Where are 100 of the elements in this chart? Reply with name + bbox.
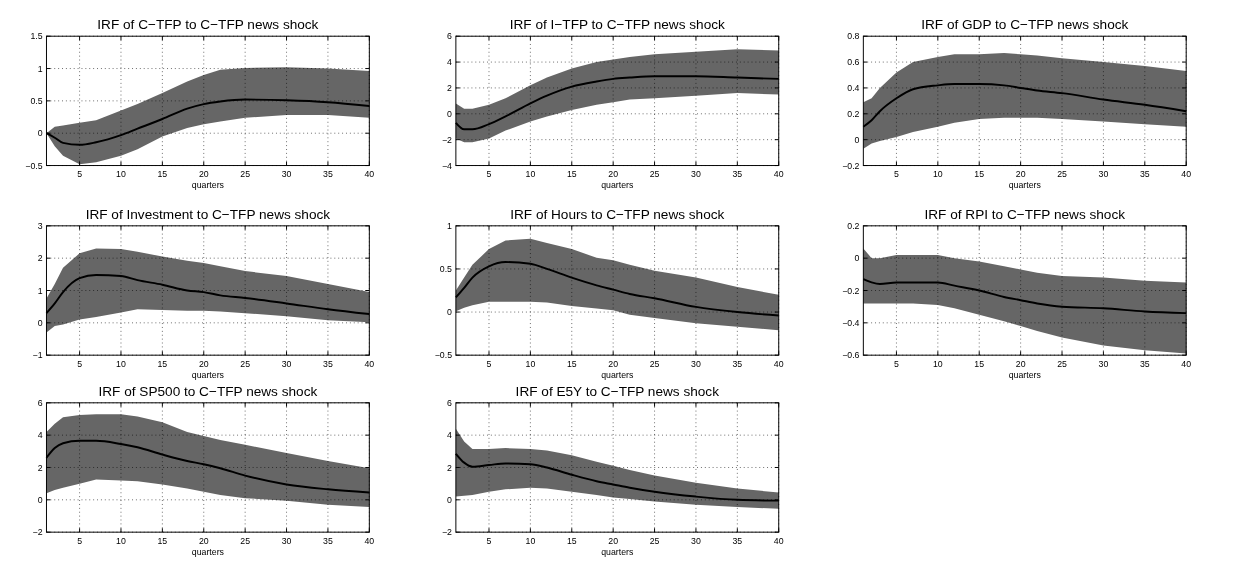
x-tick-label: 15 [157,169,168,180]
x-tick-label: 25 [240,535,251,546]
x-tick-label: 25 [1057,169,1068,180]
x-axis-title: quarters [191,546,225,557]
y-tick-label: 4 [447,57,453,68]
x-tick-label: 5 [894,169,900,180]
x-axis-title: quarters [601,369,634,380]
y-tick-label: 0 [37,128,43,139]
y-tick-label: 1 [447,220,453,231]
x-tick-label: 25 [240,169,251,180]
x-tick-label: 10 [525,535,536,546]
x-tick-label: 40 [364,535,375,546]
x-tick-label: 20 [608,169,619,180]
x-tick-label: 40 [773,169,784,180]
x-tick-label: 40 [773,535,784,546]
x-tick-label: 30 [691,169,701,180]
x-tick-label: 5 [486,358,492,369]
y-tick-label: 0.5 [439,264,453,275]
x-tick-label: 15 [566,169,577,180]
chart-title: IRF of Investment to C−TFP news shock [85,207,331,223]
x-tick-label: 40 [773,358,784,369]
x-tick-label: 25 [649,535,660,546]
x-axis-title: quarters [601,179,634,190]
x-tick-label: 15 [157,535,168,546]
x-tick-label: 15 [974,358,985,369]
x-tick-label: 25 [240,358,251,369]
x-tick-label: 5 [77,169,83,180]
x-tick-label: 20 [1015,358,1026,369]
x-tick-label: 30 [1098,358,1109,369]
y-tick-label: −2 [32,527,43,538]
y-tick-label: 2 [447,462,453,473]
y-tick-label: 0.2 [847,108,860,119]
x-tick-label: 15 [566,358,577,369]
x-tick-label: 30 [281,358,292,369]
x-tick-label: 20 [1015,169,1026,180]
y-tick-label: 0.6 [847,57,860,68]
y-tick-label: 6 [447,397,453,408]
x-tick-label: 25 [1057,358,1068,369]
x-tick-label: 15 [974,169,985,180]
y-tick-label: 2 [37,462,43,473]
y-tick-label: 2 [447,83,453,93]
y-tick-label: 2 [37,253,43,264]
x-axis-title: quarters [191,179,225,190]
chart-title: IRF of RPI to C−TFP news shock [924,207,1126,223]
x-axis-title: quarters [191,369,225,380]
y-tick-label: 0 [854,253,860,264]
x-tick-label: 5 [77,535,83,546]
x-tick-label: 10 [525,169,536,180]
y-tick-label: 0.8 [847,31,860,42]
y-tick-label: −4 [442,160,453,171]
x-tick-label: 5 [486,169,492,180]
x-tick-label: 20 [198,358,209,369]
y-tick-label: −0.5 [25,160,43,171]
x-tick-label: 30 [691,535,701,546]
x-axis-title: quarters [1008,179,1042,190]
y-tick-label: 6 [447,31,453,42]
x-tick-label: 40 [1181,358,1192,369]
x-tick-label: 30 [691,358,701,369]
y-tick-label: −0.5 [434,350,453,361]
x-tick-label: 30 [281,535,292,546]
y-tick-label: 0 [37,494,43,505]
chart-title: IRF of SP500 to C−TFP news shock [98,384,318,400]
chart-title: IRF of I−TFP to C−TFP news shock [509,17,726,33]
y-tick-label: 4 [37,430,43,441]
y-tick-label: 0.5 [30,95,43,106]
x-tick-label: 25 [649,169,660,180]
y-tick-label: 1 [37,63,43,74]
x-tick-label: 10 [932,358,943,369]
chart-title: IRF of Hours to C−TFP news shock [510,207,725,223]
x-tick-label: 15 [157,358,168,369]
x-tick-label: 30 [1098,169,1109,180]
x-axis-title: quarters [601,546,634,557]
x-tick-label: 35 [1139,358,1150,369]
y-tick-label: −2 [442,527,453,538]
x-tick-label: 10 [116,358,126,369]
y-tick-label: 0 [447,307,453,318]
x-tick-label: 25 [649,358,660,369]
y-tick-label: 0.2 [847,220,860,231]
x-tick-label: 35 [732,358,743,369]
x-tick-label: 5 [894,358,900,369]
x-tick-label: 35 [323,358,333,369]
y-tick-label: 0 [854,134,860,145]
y-tick-label: −0.6 [842,350,860,361]
x-tick-label: 40 [1181,169,1192,180]
x-tick-label: 20 [608,535,619,546]
x-tick-label: 35 [323,169,333,180]
y-tick-label: 0 [447,108,453,119]
x-tick-label: 10 [116,535,126,546]
x-tick-label: 30 [281,169,292,180]
x-tick-label: 40 [364,358,375,369]
y-tick-label: 4 [447,430,453,441]
y-tick-label: 0.4 [847,83,860,93]
y-tick-label: 0 [447,494,453,505]
y-tick-label: 1 [37,285,43,296]
x-tick-label: 20 [198,169,209,180]
chart-title: IRF of C−TFP to C−TFP news shock [97,17,319,33]
x-tick-label: 15 [566,535,577,546]
x-tick-label: 10 [525,358,536,369]
y-tick-label: 3 [37,220,43,231]
y-tick-label: 1.5 [30,31,43,42]
